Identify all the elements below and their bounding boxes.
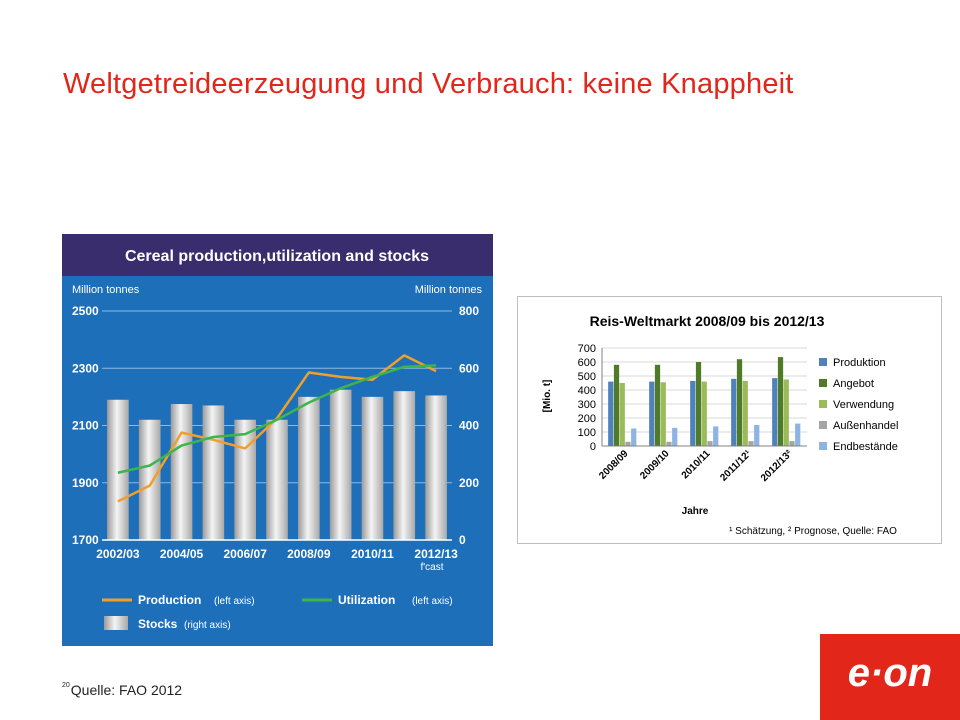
rice-y-tick-label: 500 [578, 371, 596, 383]
rice-y-tick-label: 200 [578, 413, 596, 425]
stocks-bar [329, 389, 352, 540]
stocks-bar [361, 396, 384, 540]
rice-bar [695, 362, 702, 446]
forecast-note: f'cast [420, 562, 443, 573]
rice-legend-label: Außenhandel [833, 420, 898, 432]
source-note: 20Quelle: FAO 2012 [62, 682, 182, 698]
stocks-bar [170, 404, 193, 540]
rice-bar [608, 381, 614, 446]
rice-bar [731, 378, 737, 446]
rice-y-tick-label: 300 [578, 399, 596, 411]
rice-bar [777, 357, 784, 446]
right-tick-label: 600 [459, 361, 479, 375]
rice-y-tick-label: 100 [578, 427, 596, 439]
left-tick-label: 1700 [72, 533, 99, 547]
rice-bar [742, 380, 748, 446]
rice-legend-swatch [819, 358, 827, 366]
rice-legend-swatch [819, 400, 827, 408]
rice-bar [754, 425, 760, 446]
rice-legend-label: Endbestände [833, 441, 898, 453]
left-axis-unit: Million tonnes [72, 284, 140, 296]
rice-chart-title: Reis-Weltmarkt 2008/09 bis 2012/13 [590, 313, 825, 329]
legend-utilization-note: (left axis) [412, 596, 453, 607]
rice-bar [783, 379, 789, 446]
source-text: Quelle: FAO 2012 [70, 682, 183, 698]
rice-bar [707, 441, 713, 446]
rice-chart-frame [517, 296, 942, 544]
rice-bar [713, 426, 719, 446]
legend-production-note: (left axis) [214, 596, 255, 607]
rice-bar [654, 364, 661, 446]
left-tick-label: 2300 [72, 361, 99, 375]
rice-legend-label: Verwendung [833, 399, 894, 411]
rice-bar [649, 381, 655, 446]
rice-bar [613, 364, 620, 446]
legend-stocks-label: Stocks [138, 617, 178, 631]
left-tick-label: 1900 [72, 476, 99, 490]
right-tick-label: 200 [459, 476, 479, 490]
stocks-bar [298, 396, 320, 540]
rice-y-tick-label: 0 [590, 441, 596, 453]
right-tick-label: 800 [459, 304, 479, 318]
cereal-chart-header [62, 234, 493, 276]
rice-y-axis-label: [Mio. t] [542, 380, 553, 413]
slide-title: Weltgetreideerzeugung und Verbrauch: kei… [63, 68, 794, 100]
rice-legend-label: Angebot [833, 378, 874, 390]
cereal-legend: Production (left axis) Utilization (left… [102, 593, 453, 631]
rice-bar [625, 441, 631, 446]
eon-logo: e·on [820, 634, 960, 720]
cereal-x-tick-label: 2012/13 [414, 547, 458, 561]
rice-bar [690, 380, 696, 446]
rice-chart: Reis-Weltmarkt 2008/09 bis 2012/13 [Mio.… [517, 296, 942, 544]
rice-bar [672, 427, 678, 446]
cereal-chart-title: Cereal production,utilization and stocks [125, 248, 429, 265]
stocks-bar [138, 419, 161, 540]
right-tick-label: 400 [459, 419, 479, 433]
rice-y-tick-label: 600 [578, 357, 596, 369]
rice-bar [666, 441, 672, 446]
rice-footnote: ¹ Schätzung, ² Prognose, Quelle: FAO [729, 526, 897, 537]
legend-production-label: Production [138, 593, 201, 607]
legend-stocks-swatch [104, 616, 128, 630]
page-number: 20 [62, 682, 70, 689]
rice-bar [660, 382, 666, 446]
production-line [117, 354, 437, 503]
cereal-x-tick-label: 2004/05 [160, 547, 204, 561]
right-axis-unit: Million tonnes [415, 284, 483, 296]
utilization-line [117, 364, 437, 474]
rice-bar [795, 423, 801, 446]
cereal-x-tick-label: 2008/09 [287, 547, 331, 561]
legend-utilization-label: Utilization [338, 593, 395, 607]
logo-wordmark: e·on [848, 651, 932, 695]
rice-bar [789, 441, 795, 446]
logo-background [820, 634, 960, 720]
cereal-x-tick-label: 2006/07 [223, 547, 267, 561]
legend-stocks-note: (right axis) [184, 620, 231, 631]
stocks-bar [234, 419, 256, 540]
rice-bar [619, 383, 625, 446]
rice-y-tick-label: 700 [578, 343, 596, 355]
left-tick-label: 2100 [72, 419, 99, 433]
cereal-x-tick-label: 2002/03 [96, 547, 140, 561]
rice-legend-swatch [819, 379, 827, 387]
cereal-x-tick-label: 2010/11 [351, 547, 394, 561]
rice-legend-label: Produktion [833, 357, 886, 369]
rice-bar [736, 359, 743, 446]
rice-bar [748, 441, 754, 446]
stocks-bar [202, 405, 225, 540]
stocks-bar [107, 399, 129, 540]
rice-y-tick-label: 400 [578, 385, 596, 397]
stocks-bar [393, 391, 416, 540]
rice-legend-swatch [819, 442, 827, 450]
rice-x-axis-label: Jahre [682, 506, 709, 517]
rice-bar [701, 381, 707, 446]
right-tick-label: 0 [459, 533, 466, 547]
stocks-bar [425, 395, 447, 540]
rice-bar [772, 378, 778, 446]
stocks-bar [266, 419, 288, 540]
rice-legend-swatch [819, 421, 827, 429]
cereal-chart: Cereal production,utilization and stocks… [62, 234, 493, 646]
left-tick-label: 2500 [72, 304, 99, 318]
rice-bar [631, 428, 637, 446]
